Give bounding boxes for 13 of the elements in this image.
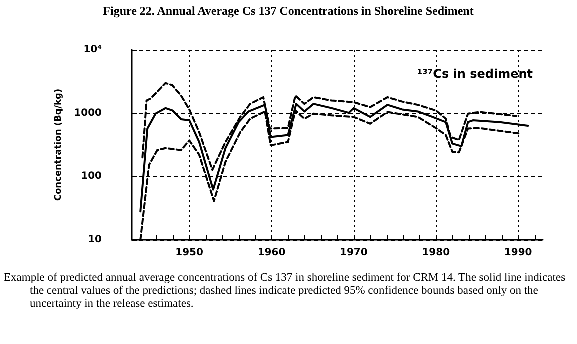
x-tick-label: 1970 <box>340 248 368 258</box>
x-tick-label: 1960 <box>258 248 286 258</box>
x-tick-label: 1950 <box>176 248 204 258</box>
y-tick-label: 10⁴ <box>84 44 102 56</box>
text: Example of predicted annual average concentrations of Cs 137 in shoreline sediment for CRM 14. The solid line indicates the central values of the predictions; dashed lines indicate predicted 95% confidence bounds based only on the uncertainty in the release estimates. <box>4 272 567 311</box>
y-axis-title: Concentration (Bq/kg) <box>54 88 64 202</box>
annotation: ¹³⁷Cs in sediment <box>417 67 534 81</box>
y-tick-label: 100 <box>81 171 102 182</box>
y-tick-label: 10 <box>88 234 102 246</box>
y-tick-label: 1000 <box>74 108 102 119</box>
chart-title: Figure 22. Annual Average Cs 137 Concentrations in Shoreline Sediment <box>102 3 475 20</box>
x-tick-label: 1980 <box>422 248 450 258</box>
x-tick-label: 1990 <box>504 248 532 258</box>
